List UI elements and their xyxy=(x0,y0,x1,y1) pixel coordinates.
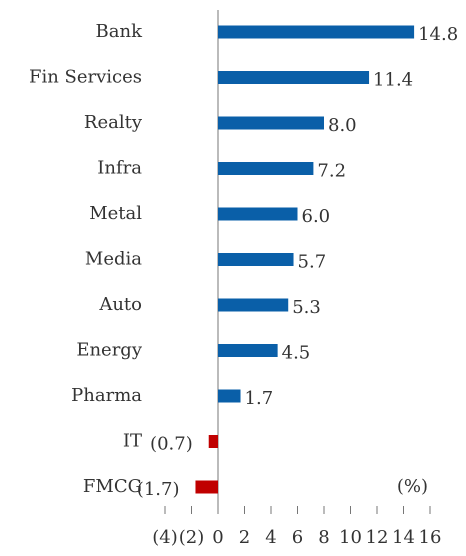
bar xyxy=(218,116,324,130)
category-label: Bank xyxy=(96,21,144,42)
x-tick-label: 16 xyxy=(419,527,442,548)
data-label: 8.0 xyxy=(328,115,357,136)
bar xyxy=(218,71,370,84)
category-label: Fin Services xyxy=(29,67,142,88)
category-label: Media xyxy=(85,249,142,270)
x-tick-label: 0 xyxy=(212,527,223,548)
category-label: Metal xyxy=(89,203,142,224)
data-label: 4.5 xyxy=(282,343,311,364)
data-label: 14.8 xyxy=(418,24,458,45)
data-label: 5.3 xyxy=(292,297,321,318)
bar xyxy=(218,25,415,39)
data-label: 6.0 xyxy=(302,206,331,227)
category-label: IT xyxy=(123,431,142,452)
category-label: Realty xyxy=(84,112,143,133)
bar xyxy=(218,344,278,357)
bar xyxy=(208,435,218,448)
x-tick-label: 2 xyxy=(239,527,250,548)
bar xyxy=(218,207,298,221)
data-label: (0.7) xyxy=(150,434,193,455)
category-label: Auto xyxy=(98,294,142,315)
bar xyxy=(218,253,294,266)
bar xyxy=(218,298,289,312)
unit-annotation: (%) xyxy=(397,476,428,497)
x-tick-label: 10 xyxy=(339,527,362,548)
category-label: Pharma xyxy=(71,385,142,406)
data-label: (1.7) xyxy=(137,479,180,500)
x-tick-label: 8 xyxy=(318,527,329,548)
data-label: 11.4 xyxy=(373,70,413,91)
category-label: FMCG xyxy=(83,476,142,497)
x-tick-label: (4) xyxy=(152,527,178,548)
bar xyxy=(218,162,314,175)
data-label: 7.2 xyxy=(317,161,346,182)
x-tick-label: 4 xyxy=(265,527,276,548)
data-label: 5.7 xyxy=(298,252,327,273)
x-tick-label: 12 xyxy=(366,527,389,548)
x-tick-label: (2) xyxy=(179,527,205,548)
data-label: 1.7 xyxy=(245,388,274,409)
bar xyxy=(218,389,241,403)
x-tick-label: 6 xyxy=(292,527,303,548)
bar xyxy=(195,480,218,494)
category-label: Energy xyxy=(76,340,143,361)
category-label: Infra xyxy=(97,158,142,179)
x-tick-label: 14 xyxy=(392,527,415,548)
